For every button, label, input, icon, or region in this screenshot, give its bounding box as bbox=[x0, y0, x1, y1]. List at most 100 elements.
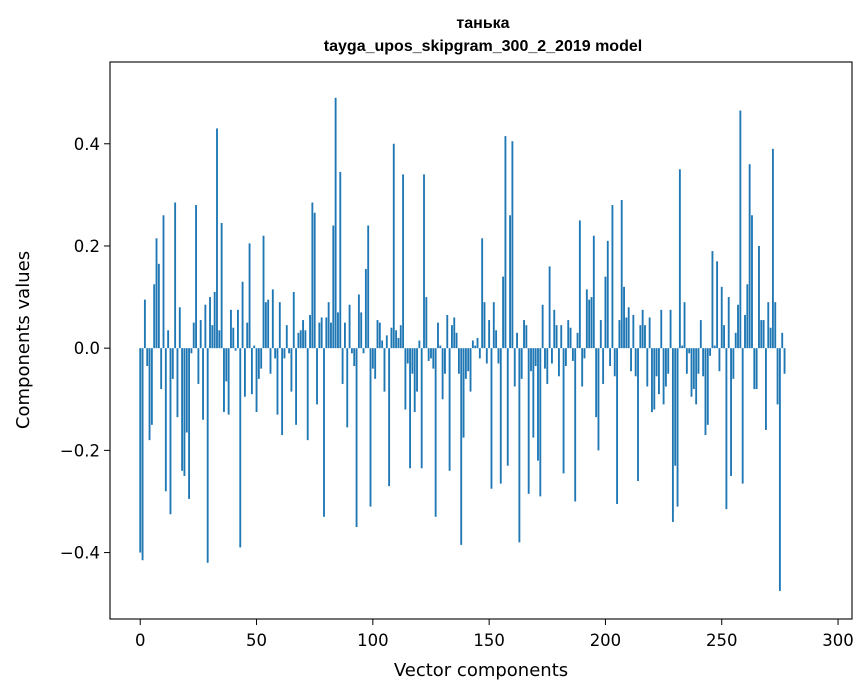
bar bbox=[762, 320, 765, 349]
bar bbox=[523, 320, 525, 349]
bar bbox=[602, 348, 605, 384]
bar bbox=[730, 348, 732, 476]
bar bbox=[143, 299, 146, 349]
bar bbox=[485, 348, 488, 364]
bar bbox=[455, 332, 458, 349]
bar bbox=[625, 317, 628, 349]
x-tick-label: 150 bbox=[473, 631, 505, 650]
bar bbox=[399, 325, 402, 349]
bar bbox=[490, 348, 493, 489]
bar bbox=[267, 299, 270, 349]
bar bbox=[346, 348, 349, 428]
bar bbox=[664, 348, 667, 387]
bar bbox=[218, 330, 221, 349]
bar bbox=[741, 348, 744, 484]
bar bbox=[448, 348, 451, 471]
bar bbox=[450, 325, 453, 349]
bar bbox=[560, 325, 563, 349]
bar bbox=[197, 348, 200, 384]
bar bbox=[311, 202, 314, 349]
bar bbox=[418, 340, 421, 349]
bar bbox=[271, 289, 274, 349]
bar bbox=[167, 330, 170, 349]
bar bbox=[688, 348, 691, 354]
bar bbox=[618, 320, 621, 349]
bar bbox=[706, 348, 709, 425]
bar bbox=[513, 348, 516, 387]
bar bbox=[481, 238, 484, 349]
bar bbox=[488, 320, 491, 349]
bar bbox=[395, 330, 398, 349]
bar bbox=[611, 205, 614, 349]
bar bbox=[427, 348, 430, 361]
bar bbox=[532, 348, 535, 438]
bar bbox=[227, 348, 230, 415]
bar bbox=[360, 312, 363, 349]
bar bbox=[185, 348, 188, 433]
bar bbox=[297, 332, 300, 349]
bar bbox=[246, 322, 249, 349]
bar bbox=[162, 215, 165, 349]
bar bbox=[695, 348, 698, 405]
bar bbox=[416, 348, 418, 392]
bar bbox=[702, 348, 705, 377]
bar bbox=[348, 304, 351, 349]
bar bbox=[306, 348, 309, 441]
bar bbox=[478, 348, 481, 359]
bar bbox=[390, 327, 393, 349]
bar bbox=[562, 348, 565, 474]
bar bbox=[176, 348, 179, 418]
bar bbox=[525, 325, 528, 349]
bar bbox=[620, 199, 623, 349]
bar bbox=[362, 348, 365, 354]
bar bbox=[690, 348, 693, 397]
bar bbox=[544, 348, 546, 369]
bar bbox=[746, 284, 749, 349]
bar bbox=[595, 348, 598, 418]
bar bbox=[385, 335, 388, 349]
bars-group bbox=[139, 97, 786, 591]
bar bbox=[404, 348, 407, 410]
bar bbox=[604, 276, 607, 349]
bar bbox=[278, 302, 281, 349]
bar bbox=[639, 325, 642, 349]
bar bbox=[518, 348, 521, 543]
bar bbox=[767, 302, 770, 349]
bar bbox=[644, 325, 646, 349]
bar bbox=[409, 348, 411, 469]
y-tick-label: 0.4 bbox=[74, 135, 100, 154]
bar bbox=[388, 348, 391, 487]
bar bbox=[288, 348, 291, 354]
bar bbox=[509, 215, 511, 349]
bar bbox=[753, 348, 756, 390]
bar bbox=[504, 136, 507, 349]
bar bbox=[178, 307, 181, 349]
bar bbox=[462, 348, 465, 438]
bar bbox=[630, 348, 632, 372]
bar bbox=[211, 325, 214, 349]
bar bbox=[230, 309, 232, 349]
bar bbox=[571, 348, 574, 361]
bar bbox=[264, 302, 267, 349]
bar bbox=[332, 225, 335, 349]
bar bbox=[658, 348, 660, 395]
bar bbox=[555, 325, 558, 349]
bar bbox=[699, 320, 702, 349]
bar bbox=[734, 332, 737, 349]
bar bbox=[174, 202, 177, 349]
bar bbox=[318, 322, 321, 349]
bar bbox=[539, 348, 542, 497]
bar bbox=[309, 314, 311, 349]
bar bbox=[339, 171, 342, 349]
bar bbox=[353, 348, 356, 367]
bar bbox=[183, 348, 186, 476]
bar bbox=[548, 266, 551, 349]
bar bbox=[460, 348, 463, 545]
bar bbox=[592, 235, 595, 349]
bar bbox=[157, 263, 160, 349]
bar bbox=[551, 348, 553, 364]
bar bbox=[425, 297, 428, 349]
bar bbox=[637, 348, 639, 482]
x-tick-label: 300 bbox=[822, 631, 854, 650]
